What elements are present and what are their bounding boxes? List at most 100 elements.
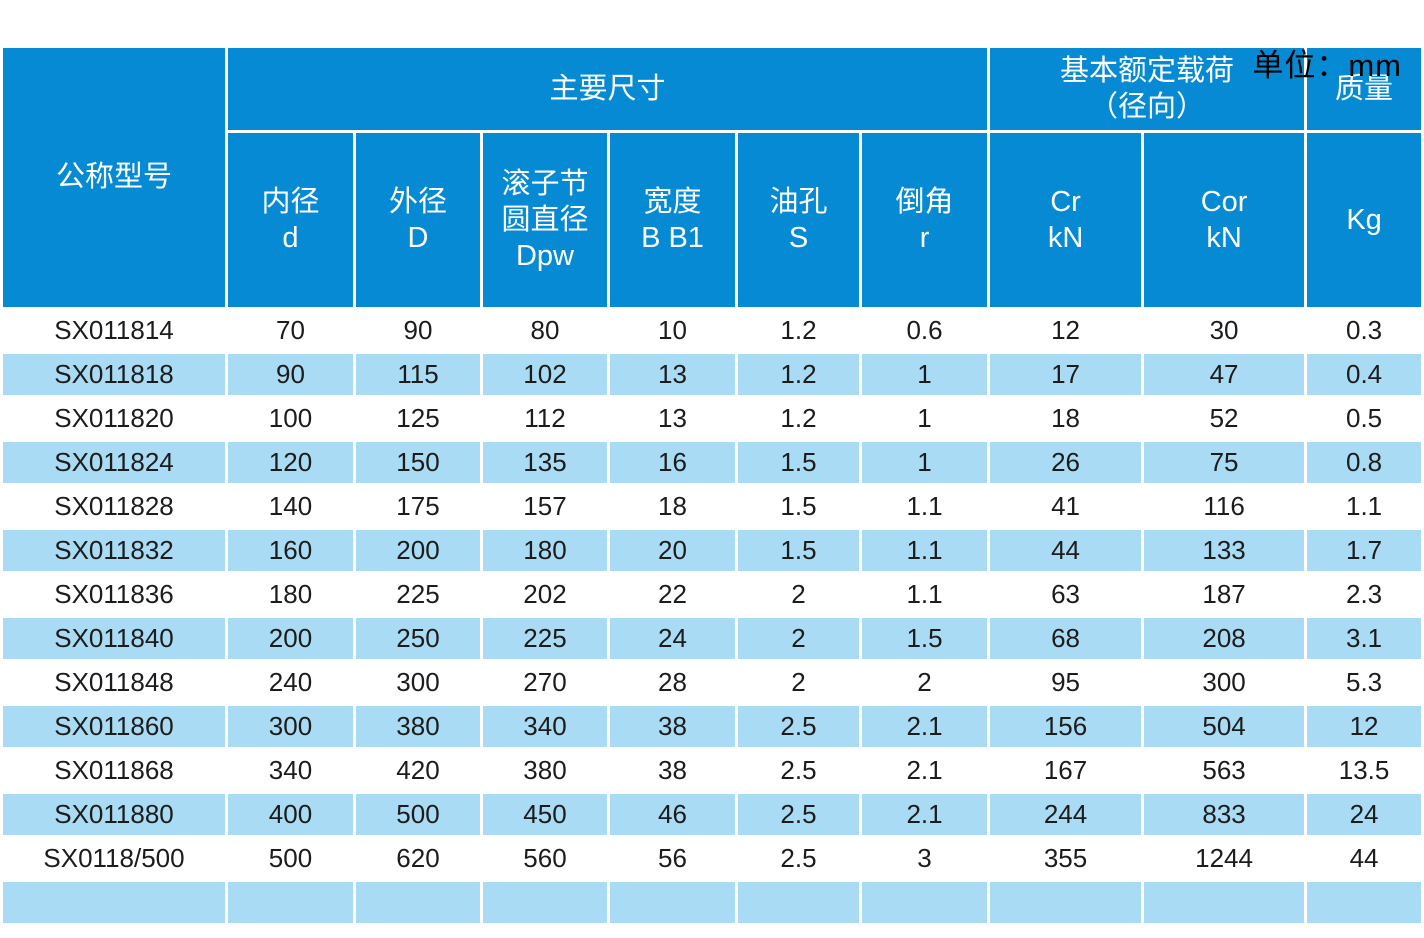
value-cell: 400 <box>228 794 353 835</box>
value-cell: 80 <box>483 310 607 351</box>
value-cell: 18 <box>610 486 735 527</box>
value-cell: 1.5 <box>862 618 988 659</box>
model-cell: SX011840 <box>3 618 225 659</box>
header-width: 宽度 B B1 <box>610 133 735 307</box>
value-cell: 1.5 <box>738 486 859 527</box>
value-cell: 26 <box>990 442 1142 483</box>
partial-row-cell <box>738 882 859 923</box>
value-cell: 0.4 <box>1307 354 1422 395</box>
value-cell: 13.5 <box>1307 750 1422 791</box>
table-body: SX011814 70 90 80 10 1.2 0.6 12 30 0.3 SX011818 90 1… <box>3 310 1422 923</box>
partial-table-row <box>3 882 1422 923</box>
value-cell: 380 <box>483 750 607 791</box>
value-cell: 160 <box>228 530 353 571</box>
value-cell: 56 <box>610 838 735 879</box>
value-cell: 63 <box>990 574 1142 615</box>
value-cell: 380 <box>356 706 480 747</box>
value-cell: 2.5 <box>738 706 859 747</box>
value-cell: 1.5 <box>738 530 859 571</box>
value-cell: 1.1 <box>862 486 988 527</box>
value-cell: 125 <box>356 398 480 439</box>
value-cell: 1 <box>862 354 988 395</box>
value-cell: 112 <box>483 398 607 439</box>
value-cell: 1.2 <box>738 310 859 351</box>
value-cell: 2 <box>738 662 859 703</box>
model-cell: SX011860 <box>3 706 225 747</box>
table-row: SX011832 160 200 180 20 1.5 1.1 44 133 1.7 <box>3 530 1422 571</box>
value-cell: 0.3 <box>1307 310 1422 351</box>
header-chamfer: 倒角 r <box>862 133 988 307</box>
table-row: SX011840 200 250 225 24 2 1.5 68 208 3.1 <box>3 618 1422 659</box>
value-cell: 24 <box>610 618 735 659</box>
value-cell: 340 <box>228 750 353 791</box>
value-cell: 187 <box>1144 574 1305 615</box>
model-cell: SX011832 <box>3 530 225 571</box>
value-cell: 0.8 <box>1307 442 1422 483</box>
value-cell: 340 <box>483 706 607 747</box>
value-cell: 150 <box>356 442 480 483</box>
value-cell: 1.7 <box>1307 530 1422 571</box>
value-cell: 41 <box>990 486 1142 527</box>
value-cell: 300 <box>1144 662 1305 703</box>
partial-row-cell <box>228 882 353 923</box>
value-cell: 115 <box>356 354 480 395</box>
value-cell: 450 <box>483 794 607 835</box>
value-cell: 12 <box>990 310 1142 351</box>
value-cell: 2.5 <box>738 794 859 835</box>
unit-label: 单位：mm <box>1252 48 1402 83</box>
partial-row-cell <box>862 882 988 923</box>
value-cell: 200 <box>356 530 480 571</box>
value-cell: 167 <box>990 750 1142 791</box>
value-cell: 270 <box>483 662 607 703</box>
header-sub-row: 内径 d 外径 D 滚子节 圆直径 Dpw 宽度 B B1 油孔 S 倒角 r … <box>3 133 1422 307</box>
model-cell: SX0118/500 <box>3 838 225 879</box>
value-cell: 95 <box>990 662 1142 703</box>
table-row: SX011848 240 300 270 28 2 2 95 300 5.3 <box>3 662 1422 703</box>
partial-row-cell <box>483 882 607 923</box>
value-cell: 563 <box>1144 750 1305 791</box>
value-cell: 46 <box>610 794 735 835</box>
partial-row-cell <box>1144 882 1305 923</box>
value-cell: 5.3 <box>1307 662 1422 703</box>
value-cell: 3.1 <box>1307 618 1422 659</box>
value-cell: 180 <box>228 574 353 615</box>
value-cell: 22 <box>610 574 735 615</box>
value-cell: 135 <box>483 442 607 483</box>
value-cell: 156 <box>990 706 1142 747</box>
value-cell: 17 <box>990 354 1142 395</box>
value-cell: 116 <box>1144 486 1305 527</box>
value-cell: 90 <box>228 354 353 395</box>
table-row: SX011820 100 125 112 13 1.2 1 18 52 0.5 <box>3 398 1422 439</box>
model-cell: SX011824 <box>3 442 225 483</box>
value-cell: 1244 <box>1144 838 1305 879</box>
header-kg: Kg <box>1307 133 1422 307</box>
value-cell: 1.1 <box>862 574 988 615</box>
value-cell: 44 <box>990 530 1142 571</box>
model-cell: SX011848 <box>3 662 225 703</box>
value-cell: 180 <box>483 530 607 571</box>
partial-row-cell <box>3 882 225 923</box>
value-cell: 504 <box>1144 706 1305 747</box>
header-cr-kn: Cr kN <box>990 133 1142 307</box>
header-model: 公称型号 <box>3 48 225 307</box>
value-cell: 2.3 <box>1307 574 1422 615</box>
value-cell: 68 <box>990 618 1142 659</box>
model-cell: SX011818 <box>3 354 225 395</box>
value-cell: 3 <box>862 838 988 879</box>
header-group-row: 公称型号 主要尺寸 基本额定载荷 （径向） 质量 <box>3 48 1422 307</box>
value-cell: 2.5 <box>738 838 859 879</box>
table-row: SX011868 340 420 380 38 2.5 2.1 167 563 13.5 <box>3 750 1422 791</box>
partial-row-cell <box>990 882 1142 923</box>
model-cell: SX011836 <box>3 574 225 615</box>
value-cell: 300 <box>356 662 480 703</box>
table-row: SX011828 140 175 157 18 1.5 1.1 41 116 1.1 <box>3 486 1422 527</box>
value-cell: 200 <box>228 618 353 659</box>
value-cell: 75 <box>1144 442 1305 483</box>
value-cell: 30 <box>1144 310 1305 351</box>
bearing-spec-table: 公称型号 主要尺寸 基本额定载荷 （径向） 质量 内径 d 外径 D 滚子节 圆… <box>0 45 1424 926</box>
table-row: SX011818 90 115 102 13 1.2 1 17 47 0.4 <box>3 354 1422 395</box>
value-cell: 250 <box>356 618 480 659</box>
value-cell: 244 <box>990 794 1142 835</box>
value-cell: 0.6 <box>862 310 988 351</box>
value-cell: 52 <box>1144 398 1305 439</box>
